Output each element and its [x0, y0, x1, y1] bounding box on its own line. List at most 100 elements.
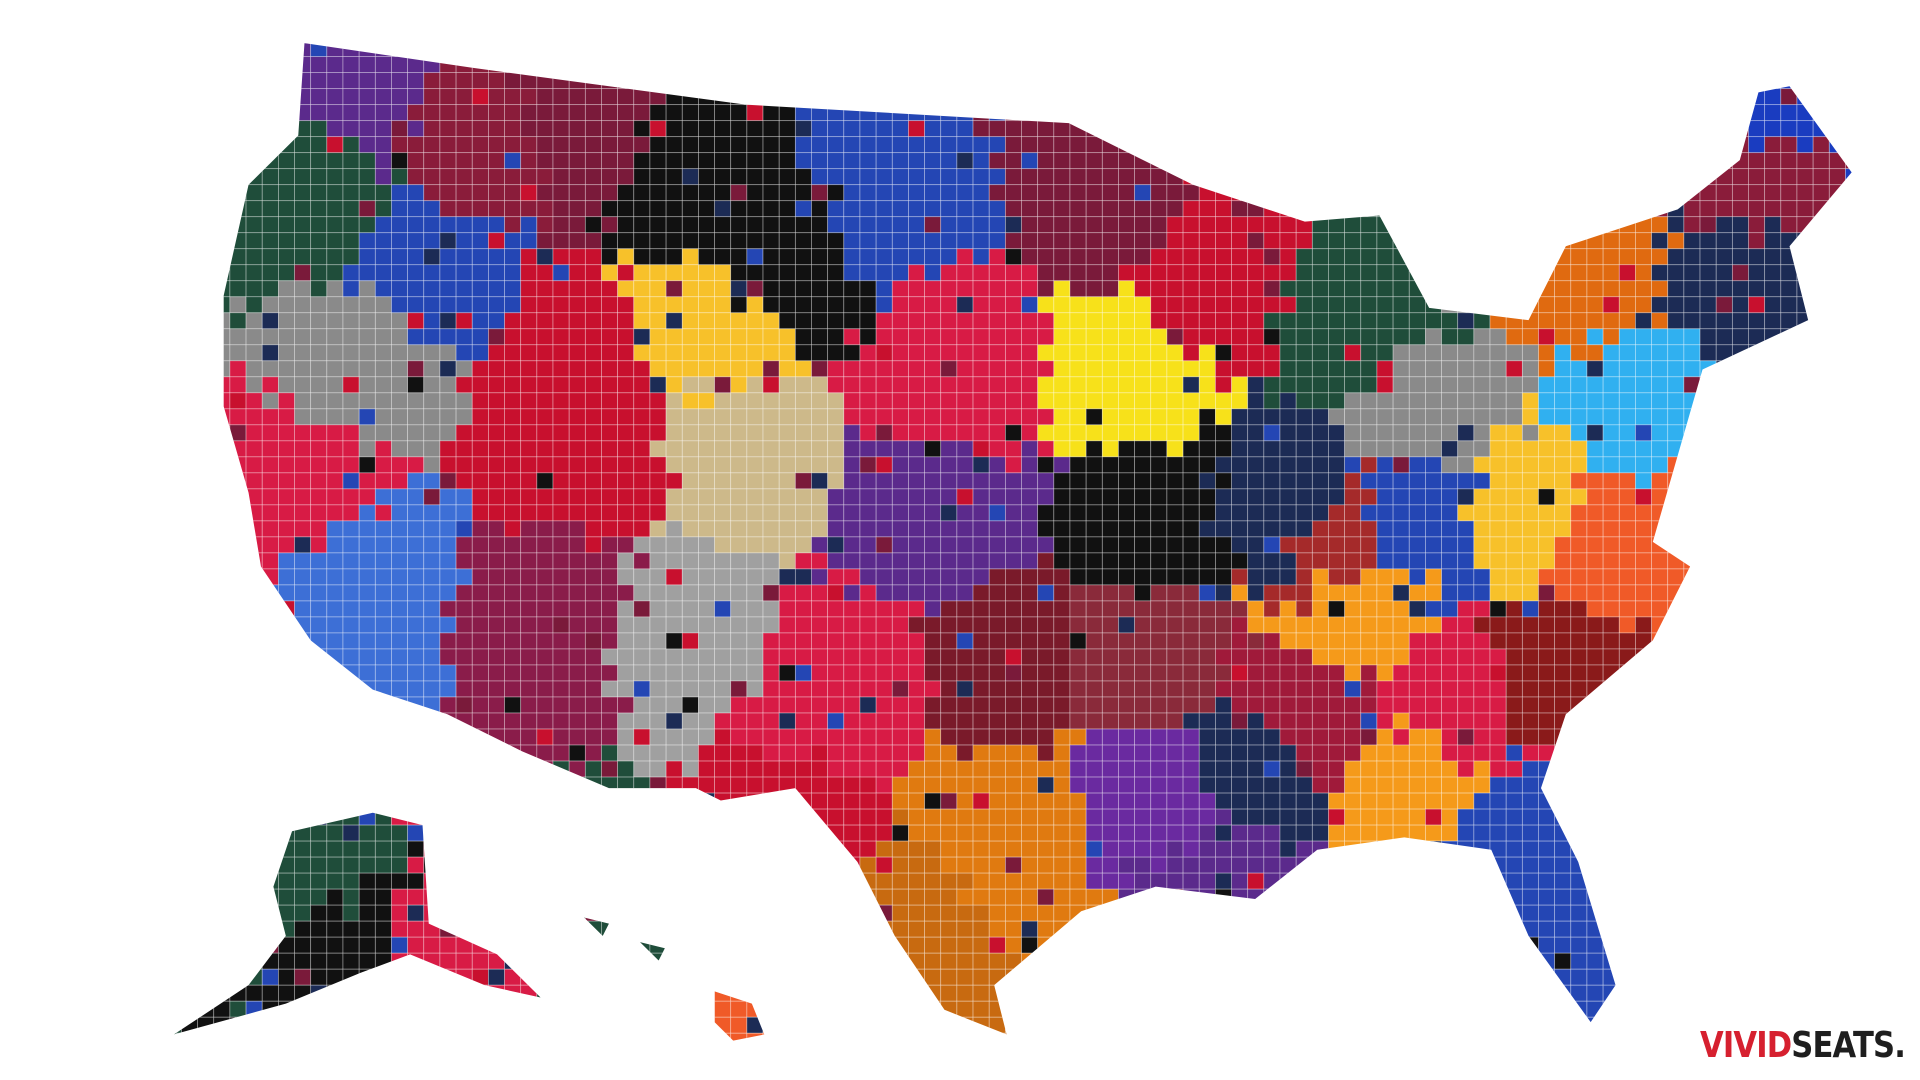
- county: [1231, 712, 1249, 730]
- county: [1457, 280, 1475, 298]
- county: [504, 504, 522, 522]
- county: [1311, 472, 1329, 490]
- county: [1683, 520, 1701, 538]
- county: [1118, 552, 1135, 570]
- county: [988, 216, 1006, 234]
- county: [908, 152, 925, 170]
- county: [1328, 56, 1345, 74]
- county: [1376, 680, 1394, 698]
- county: [681, 440, 699, 458]
- county: [827, 504, 845, 522]
- county: [1538, 344, 1556, 362]
- county: [811, 312, 829, 330]
- county: [1263, 536, 1281, 554]
- county: [261, 232, 279, 250]
- county: [1038, 25, 1054, 41]
- county: [601, 552, 619, 570]
- county: [149, 377, 165, 393]
- county: [972, 88, 990, 106]
- county: [1101, 280, 1119, 298]
- county: [601, 488, 619, 506]
- county: [1198, 152, 1216, 170]
- county: [1004, 696, 1022, 714]
- county: [439, 88, 457, 106]
- county: [1037, 136, 1055, 154]
- county: [343, 25, 359, 41]
- county: [1247, 136, 1265, 154]
- county: [633, 184, 651, 202]
- county: [681, 168, 699, 186]
- county: [811, 680, 829, 698]
- county: [277, 216, 295, 234]
- county: [439, 744, 457, 762]
- county: [1279, 120, 1297, 138]
- county: [811, 328, 829, 346]
- county: [972, 568, 990, 586]
- county: [1586, 152, 1604, 170]
- county: [1182, 72, 1200, 90]
- county: [1263, 264, 1281, 282]
- county: [1489, 56, 1507, 74]
- county: [940, 168, 958, 186]
- county: [1441, 648, 1459, 666]
- county: [1425, 456, 1442, 474]
- county: [1247, 744, 1265, 762]
- county: [245, 648, 263, 666]
- county: [665, 296, 683, 314]
- county: [649, 584, 667, 602]
- county: [1101, 56, 1119, 74]
- county: [1231, 312, 1249, 330]
- county: [374, 712, 392, 730]
- county: [326, 56, 344, 74]
- county: [520, 456, 538, 474]
- county: [455, 760, 473, 778]
- county: [762, 648, 780, 666]
- county: [762, 184, 780, 202]
- county: [1376, 664, 1394, 682]
- county: [1392, 152, 1410, 170]
- county: [1457, 184, 1475, 202]
- county: [778, 152, 796, 170]
- county: [956, 568, 974, 586]
- county: [536, 312, 554, 330]
- county: [1812, 264, 1830, 282]
- county: [1198, 88, 1216, 106]
- county: [1311, 280, 1329, 298]
- county: [1619, 25, 1635, 41]
- county: [1134, 280, 1152, 298]
- county: [1602, 376, 1620, 394]
- county: [1715, 712, 1733, 730]
- county: [1118, 600, 1135, 618]
- county: [746, 712, 764, 730]
- county: [649, 712, 667, 730]
- county: [1862, 425, 1878, 441]
- county: [698, 744, 715, 762]
- county: [891, 344, 909, 362]
- county: [439, 392, 457, 410]
- county: [649, 360, 667, 378]
- county: [1328, 504, 1345, 522]
- county: [1069, 296, 1087, 314]
- county: [1279, 216, 1297, 234]
- county: [1602, 56, 1620, 74]
- county: [197, 488, 215, 506]
- county: [1796, 200, 1814, 218]
- county: [681, 696, 699, 714]
- county: [1441, 552, 1459, 570]
- county: [988, 328, 1006, 346]
- county: [730, 568, 748, 586]
- county: [1618, 248, 1636, 266]
- county: [277, 584, 295, 602]
- county: [1279, 472, 1297, 490]
- county: [261, 43, 279, 58]
- county: [827, 488, 845, 506]
- county: [439, 120, 457, 138]
- county: [1796, 312, 1814, 330]
- county: [1295, 168, 1313, 186]
- county: [1215, 360, 1232, 378]
- county: [924, 344, 942, 362]
- county: [1505, 744, 1523, 762]
- county: [1182, 504, 1200, 522]
- county: [1505, 376, 1523, 394]
